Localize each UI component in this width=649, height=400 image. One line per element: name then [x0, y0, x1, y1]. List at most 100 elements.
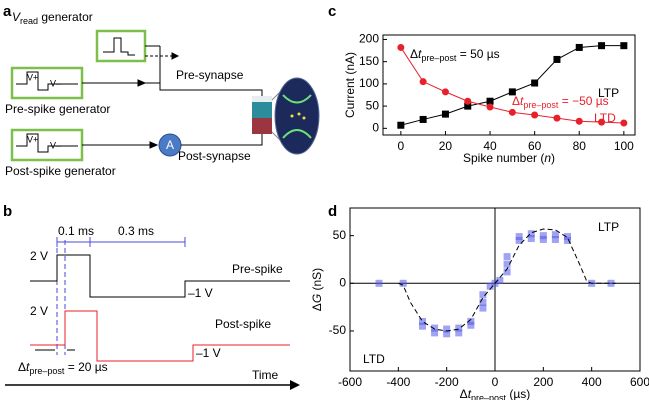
marker: [479, 291, 487, 299]
y-tick-label: 50: [333, 228, 347, 242]
marker: [553, 55, 561, 63]
x-axis-label: Δtpre–post (µs): [460, 387, 531, 400]
marker: [575, 43, 583, 51]
text-part: Current (nA): [343, 52, 357, 118]
wire: [159, 46, 263, 96]
text-part: t: [468, 387, 472, 400]
marker: [598, 42, 606, 50]
marker: [486, 103, 494, 111]
waveforms: [5, 237, 300, 390]
y-tick-label: -50: [329, 323, 347, 337]
marker: [503, 253, 511, 261]
duration-label: 0.1 ms: [58, 224, 94, 238]
text-part: Spike number (: [463, 151, 544, 165]
marker: [607, 279, 615, 287]
marker: [508, 108, 516, 116]
x-tick-label: 80: [573, 139, 587, 153]
pre-gen-label: Pre-spike generator: [5, 102, 110, 116]
plot-frame: [382, 34, 636, 136]
circuit-diagram: [10, 29, 320, 162]
panel-label: d: [328, 203, 337, 220]
x-tick-label: 0: [492, 375, 499, 389]
pre-gen-box: [10, 66, 84, 100]
post-gen-label: Post-spike generator: [5, 164, 116, 178]
text-part: = 20 µs: [64, 360, 107, 374]
x-tick-label: 20: [439, 139, 453, 153]
text-part: Δ: [460, 387, 468, 400]
synapse-image: [297, 112, 301, 116]
voltage-label: –1 V: [196, 346, 221, 360]
marker: [431, 324, 439, 332]
x-tick-label: 60: [528, 139, 542, 153]
trace-label: Pre-spike: [232, 262, 283, 276]
synapse-image: [282, 129, 312, 139]
voltage-label: 2 V: [30, 304, 48, 318]
wire: [181, 134, 263, 146]
marker: [508, 88, 516, 96]
text-part: LTP: [598, 220, 619, 234]
ammeter-label: A: [166, 138, 174, 152]
x-tick-label: -200: [435, 375, 459, 389]
marker: [503, 260, 511, 268]
voltage-label: 2 V: [30, 249, 48, 263]
annotation: LTD: [363, 352, 385, 366]
marker: [496, 276, 504, 284]
arrow: [171, 52, 180, 60]
device-layer: [252, 102, 272, 118]
marker: [531, 79, 539, 87]
marker: [419, 322, 426, 330]
marker: [419, 115, 427, 123]
text-part: pre–post: [29, 366, 65, 376]
marker: [564, 236, 571, 244]
x-tick-label: -400: [386, 375, 410, 389]
text-part: G: [310, 294, 324, 303]
post-synapse-label: Post-synapse: [178, 149, 251, 163]
marker: [527, 235, 535, 243]
x-axis-label: Spike number (n): [463, 151, 555, 165]
x-tick-label: 40: [483, 139, 497, 153]
marker: [551, 231, 559, 239]
y-tick-label: 100: [359, 76, 379, 90]
annotation: Δtpre–post = −50 µs: [512, 94, 609, 110]
y-tick-label: 0: [339, 275, 346, 289]
marker: [455, 324, 463, 332]
text-part: LTD: [363, 352, 385, 366]
marker: [464, 102, 472, 110]
pulse-label: V–: [50, 78, 61, 88]
duration-bracket: [56, 237, 186, 247]
text-part: t: [418, 47, 422, 61]
post-pulse: [16, 133, 78, 153]
y-axis-label: ΔG (nS): [310, 268, 324, 311]
marker: [598, 118, 606, 126]
duration-label: 0.3 ms: [118, 224, 154, 238]
panel-label: a: [3, 3, 12, 20]
pre-pulse: [16, 71, 78, 91]
marker: [503, 268, 511, 276]
text-part: pre–post: [523, 100, 559, 110]
marker: [441, 88, 449, 96]
text-part: ): [551, 151, 555, 165]
synapse-image: [302, 116, 306, 120]
marker: [531, 111, 539, 119]
y-tick-label: 150: [359, 54, 379, 68]
synapse-image: [274, 77, 320, 155]
marker: [441, 110, 449, 118]
x-tick-label: 600: [630, 375, 649, 389]
voltage-label: –1 V: [188, 286, 213, 300]
marker: [620, 42, 628, 50]
text-part: LTD: [594, 111, 616, 125]
text-part: t: [26, 360, 30, 374]
vread-pulse: [103, 37, 135, 56]
marker: [539, 232, 547, 240]
marker: [515, 236, 523, 244]
x-tick-label: 200: [533, 375, 553, 389]
marker: [397, 43, 405, 51]
vread-box: [95, 29, 147, 63]
marker: [455, 329, 463, 337]
marker: [479, 304, 487, 312]
marker: [527, 230, 535, 238]
arrow: [290, 380, 300, 390]
y-axis-label: Current (nA): [343, 52, 357, 118]
arrow: [149, 141, 159, 149]
annotation: LTP: [598, 220, 619, 234]
